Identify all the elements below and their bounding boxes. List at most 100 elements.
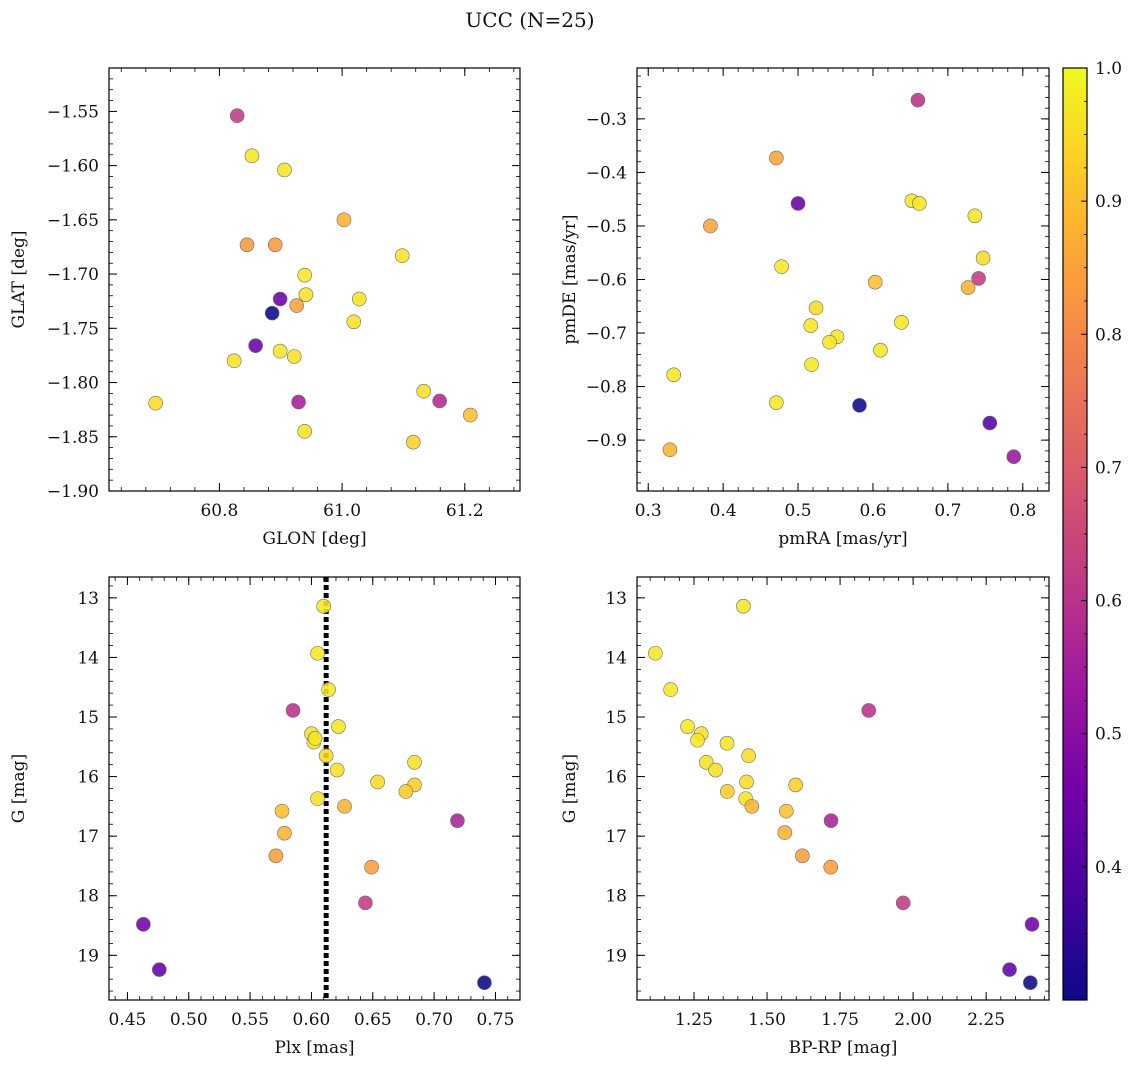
- scatter-point: [346, 314, 362, 330]
- panel-plx-g: 0.45 0.50 0.55 0.60 0.65 0.70 0.75 13 14 15 16 17 18…: [9, 576, 521, 1058]
- scatter-point: [912, 196, 927, 211]
- scatter-point: [310, 791, 325, 806]
- y-tick-label: −0.6: [586, 271, 627, 291]
- scatter-point: [795, 848, 810, 864]
- scatter-point: [967, 208, 983, 224]
- y-tick-label: 15: [77, 708, 99, 728]
- y-tick-label: 15: [605, 708, 627, 728]
- scatter-point: [267, 237, 283, 253]
- scatter-point: [336, 212, 352, 228]
- scatter-point: [804, 357, 819, 372]
- x-axis-label: pmRA [mas/yr]: [778, 529, 907, 549]
- x-tick-label: 61.2: [446, 501, 484, 521]
- scatter-point: [229, 108, 245, 124]
- scatter-point: [298, 287, 314, 302]
- scatter-point: [736, 598, 751, 614]
- scatter-point: [662, 442, 678, 458]
- scatter-point: [808, 300, 824, 316]
- scatter-point: [285, 703, 301, 718]
- y-tick-label: −1.80: [47, 374, 99, 394]
- scatter-point: [823, 813, 839, 828]
- y-tick-label: −1.70: [47, 265, 99, 285]
- colorbar-tick-label: 1.0: [1095, 59, 1122, 79]
- figure-title: UCC (N=25): [465, 8, 594, 32]
- y-tick-label: 13: [77, 589, 99, 609]
- scatter-point: [463, 407, 478, 423]
- scatter-point: [331, 719, 346, 734]
- x-tick-label: 0.75: [477, 1010, 515, 1030]
- colorbar-tick-label: 0.4: [1095, 858, 1122, 878]
- scatter-point: [910, 92, 926, 108]
- x-tick-label: 0.4: [710, 501, 737, 521]
- scatter-point: [1024, 917, 1040, 932]
- scatter-point: [867, 274, 883, 290]
- x-tick-label: 0.8: [1009, 501, 1036, 521]
- y-tick-label: −1.65: [47, 211, 99, 231]
- y-tick-label: −1.90: [47, 482, 99, 502]
- x-tick-label: 2.00: [894, 1010, 932, 1030]
- y-tick-label: 19: [605, 946, 627, 966]
- scatter-point: [971, 271, 986, 286]
- scatter-point: [861, 703, 877, 718]
- y-tick-label: 17: [605, 827, 627, 847]
- y-tick-label: −0.3: [586, 110, 627, 130]
- scatter-point: [663, 682, 678, 697]
- scatter-point: [960, 280, 976, 295]
- colorbar-tick-label: 0.5: [1095, 725, 1122, 745]
- scatter-point: [769, 150, 784, 166]
- y-axis-label: GLAT [deg]: [9, 230, 29, 328]
- x-tick-label: 0.65: [354, 1010, 392, 1030]
- y-tick-label: 16: [77, 768, 99, 788]
- axes-frame: [108, 576, 521, 1001]
- scatter-point: [248, 338, 263, 353]
- scatter-point: [297, 424, 312, 439]
- scatter-point: [803, 318, 819, 333]
- scatter-point: [272, 343, 288, 359]
- scatter-point: [316, 598, 332, 614]
- scatter-point: [364, 859, 379, 875]
- scatter-point: [136, 917, 151, 932]
- colorbar-tick-label: 0.6: [1095, 592, 1122, 612]
- x-tick-label: 1.50: [748, 1010, 786, 1030]
- panel-pmra-pmde: 0.3 0.4 0.5 0.6 0.7 0.8 −0.9 −0.8 −0.7 −0.6 −0.5 −0…: [560, 67, 1050, 549]
- x-axis-label: Plx [mas]: [274, 1038, 354, 1058]
- panel-glon-glat: 60.8 61.0 61.2 −1.90 −1.85 −1.80 −1.75 −1.70 −1.…: [9, 67, 521, 549]
- scatter-point: [1002, 962, 1017, 977]
- scatter-point: [297, 267, 312, 283]
- y-tick-label: −1.55: [47, 102, 99, 122]
- y-tick-label: −1.75: [47, 319, 99, 339]
- x-tick-label: 60.8: [200, 501, 238, 521]
- scatter-point: [289, 298, 305, 313]
- scatter-point: [264, 305, 280, 321]
- scatter-point: [318, 748, 334, 764]
- scatter-point: [894, 315, 909, 330]
- y-tick-label: −0.8: [586, 378, 627, 398]
- x-tick-label: 1.75: [821, 1010, 859, 1030]
- scatter-point: [398, 784, 414, 799]
- scatter-point: [226, 353, 242, 369]
- x-tick-label: 61.0: [323, 501, 361, 521]
- scatter-point: [329, 762, 345, 778]
- scatter-point: [370, 774, 385, 790]
- colorbar: 0.4 0.5 0.6 0.7 0.8 0.9 1.0: [1062, 59, 1122, 1001]
- scatter-point: [286, 349, 302, 364]
- scatter-point: [1006, 449, 1022, 465]
- scatter-point: [975, 250, 991, 266]
- scatter-point: [680, 719, 695, 734]
- y-tick-label: −0.4: [586, 163, 627, 183]
- colorbar-tick-label: 0.7: [1095, 458, 1122, 478]
- scatter-point: [741, 748, 756, 764]
- axes-frame: [636, 67, 1050, 492]
- scatter-point: [666, 367, 682, 383]
- y-axis-label: pmDE [mas/yr]: [560, 214, 580, 344]
- scatter-point: [744, 799, 760, 814]
- scatter-point: [152, 962, 167, 977]
- x-tick-label: 0.55: [231, 1010, 269, 1030]
- scatter-point: [394, 248, 410, 263]
- colorbar-tick-label: 0.8: [1095, 325, 1122, 345]
- y-tick-label: 17: [77, 827, 99, 847]
- y-tick-label: 16: [605, 768, 627, 788]
- scatter-point: [788, 777, 803, 793]
- x-tick-label: 2.25: [967, 1010, 1005, 1030]
